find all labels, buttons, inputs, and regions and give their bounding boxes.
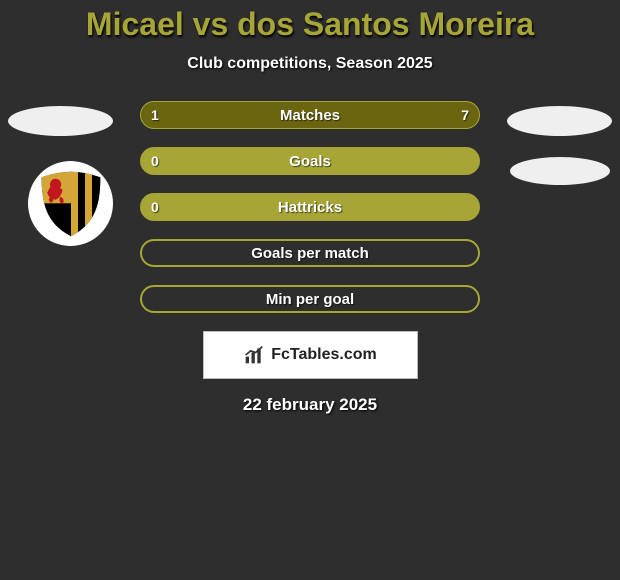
stat-label: Goals bbox=[141, 148, 479, 174]
date: 22 february 2025 bbox=[0, 395, 620, 415]
stat-label: Hattricks bbox=[141, 194, 479, 220]
stat-bar: Goals per match bbox=[140, 239, 480, 267]
club-left-badge bbox=[28, 161, 113, 246]
stat-bar: 17Matches bbox=[140, 101, 480, 129]
watermark: FcTables.com bbox=[203, 331, 418, 379]
watermark-text: FcTables.com bbox=[271, 346, 377, 364]
stat-bar: Min per goal bbox=[140, 285, 480, 313]
stat-bar: 0Hattricks bbox=[140, 193, 480, 221]
stat-label: Goals per match bbox=[142, 241, 478, 265]
stat-label: Matches bbox=[141, 102, 479, 128]
comparison-layout: 17Matches 0Goals 0Hattricks Goals per match… bbox=[0, 101, 620, 415]
stat-bars: 17Matches 0Goals 0Hattricks Goals per match… bbox=[140, 101, 480, 313]
subtitle: Club competitions, Season 2025 bbox=[0, 55, 620, 73]
club-shield-icon bbox=[36, 169, 106, 239]
player-right-placeholder bbox=[507, 106, 612, 136]
stat-label: Min per goal bbox=[142, 287, 478, 311]
chart-icon bbox=[243, 345, 265, 365]
page-title: Micael vs dos Santos Moreira bbox=[0, 0, 620, 43]
stat-bar: 0Goals bbox=[140, 147, 480, 175]
player-left-placeholder bbox=[8, 106, 113, 136]
club-right-placeholder bbox=[510, 157, 610, 185]
